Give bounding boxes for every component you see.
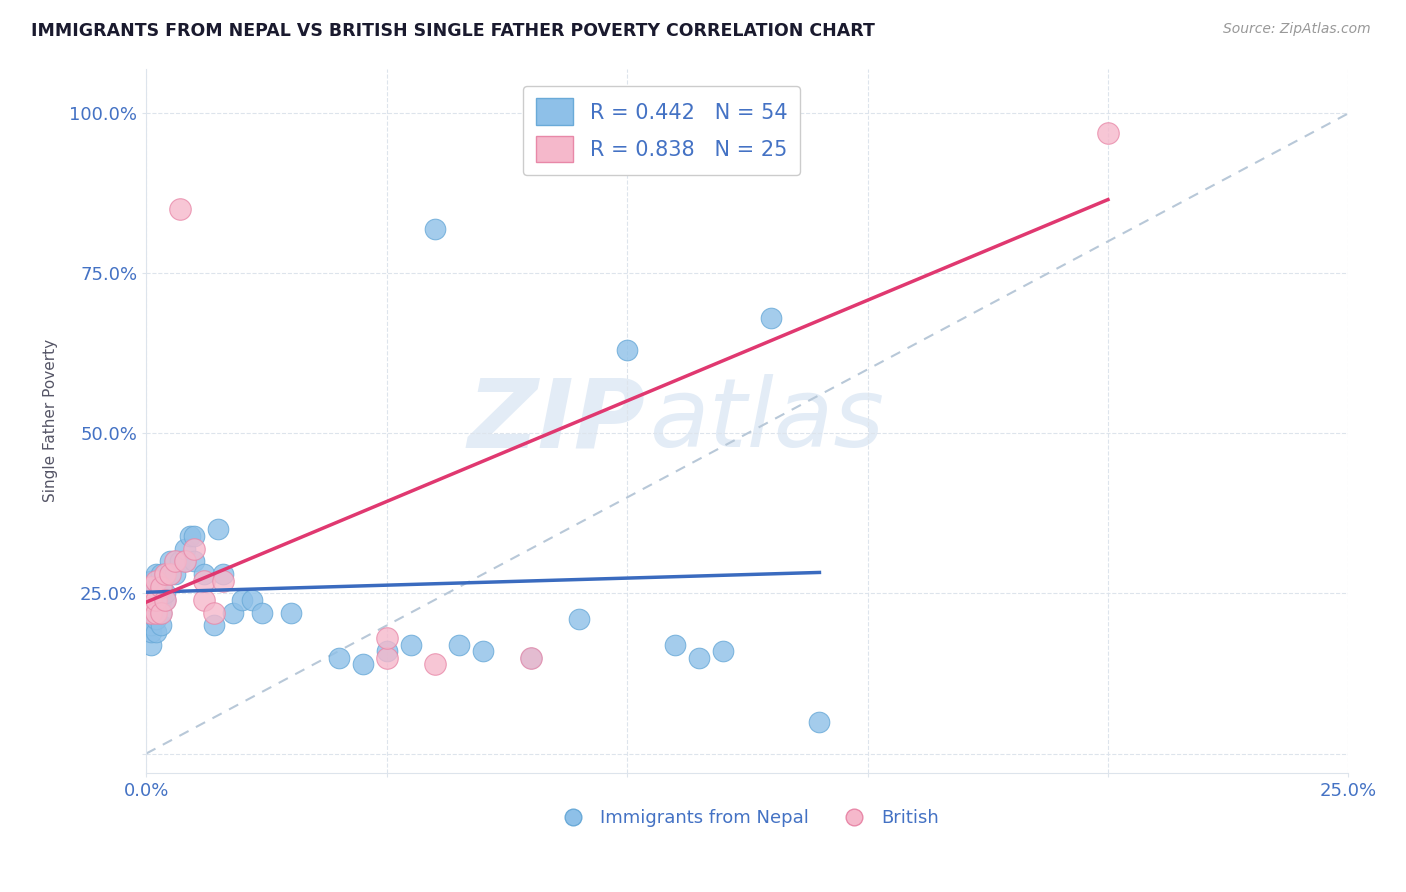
Point xyxy=(250,606,273,620)
Point xyxy=(423,657,446,671)
Point xyxy=(711,644,734,658)
Point xyxy=(520,650,543,665)
Point xyxy=(240,593,263,607)
Point xyxy=(761,126,783,140)
Point xyxy=(375,650,398,665)
Point xyxy=(145,606,167,620)
Point xyxy=(155,586,177,600)
Point xyxy=(139,580,162,594)
Point xyxy=(149,606,172,620)
Point xyxy=(375,644,398,658)
Point xyxy=(399,638,422,652)
Point xyxy=(145,580,167,594)
Point xyxy=(149,606,172,620)
Point xyxy=(145,612,167,626)
Point xyxy=(173,554,195,568)
Point xyxy=(688,650,710,665)
Point xyxy=(520,650,543,665)
Point xyxy=(202,618,225,632)
Point xyxy=(202,606,225,620)
Point xyxy=(183,541,205,556)
Point xyxy=(664,638,686,652)
Point xyxy=(139,574,162,588)
Text: atlas: atlas xyxy=(648,374,884,467)
Point xyxy=(616,343,638,358)
Point xyxy=(808,714,831,729)
Point xyxy=(165,554,187,568)
Point xyxy=(139,618,162,632)
Point xyxy=(183,529,205,543)
Point xyxy=(149,618,172,632)
Point xyxy=(212,567,235,582)
Point xyxy=(447,638,470,652)
Point xyxy=(155,567,177,582)
Point xyxy=(165,567,187,582)
Point xyxy=(159,554,181,568)
Point xyxy=(193,567,215,582)
Text: Source: ZipAtlas.com: Source: ZipAtlas.com xyxy=(1223,22,1371,37)
Point xyxy=(155,593,177,607)
Point xyxy=(375,632,398,646)
Point xyxy=(145,567,167,582)
Point xyxy=(139,593,162,607)
Point xyxy=(139,638,162,652)
Point xyxy=(165,554,187,568)
Point xyxy=(145,593,167,607)
Point xyxy=(183,554,205,568)
Point xyxy=(169,554,191,568)
Text: IMMIGRANTS FROM NEPAL VS BRITISH SINGLE FATHER POVERTY CORRELATION CHART: IMMIGRANTS FROM NEPAL VS BRITISH SINGLE … xyxy=(31,22,875,40)
Y-axis label: Single Father Poverty: Single Father Poverty xyxy=(44,339,58,502)
Point xyxy=(328,650,350,665)
Point xyxy=(139,624,162,639)
Point xyxy=(139,606,162,620)
Point xyxy=(159,567,181,582)
Point xyxy=(155,593,177,607)
Point xyxy=(149,593,172,607)
Point xyxy=(145,624,167,639)
Point xyxy=(159,567,181,582)
Point xyxy=(139,586,162,600)
Point xyxy=(212,574,235,588)
Point xyxy=(145,606,167,620)
Point xyxy=(423,221,446,235)
Point xyxy=(139,606,162,620)
Point xyxy=(145,574,167,588)
Point xyxy=(155,567,177,582)
Point xyxy=(568,612,591,626)
Point xyxy=(231,593,253,607)
Point xyxy=(149,580,172,594)
Point xyxy=(471,644,494,658)
Point xyxy=(280,606,302,620)
Point xyxy=(169,202,191,217)
Legend: Immigrants from Nepal, British: Immigrants from Nepal, British xyxy=(548,802,946,834)
Point xyxy=(179,529,201,543)
Point xyxy=(173,554,195,568)
Point xyxy=(222,606,245,620)
Point xyxy=(761,311,783,326)
Point xyxy=(1097,126,1119,140)
Point xyxy=(193,574,215,588)
Point xyxy=(149,567,172,582)
Point xyxy=(193,593,215,607)
Point xyxy=(352,657,374,671)
Point xyxy=(139,593,162,607)
Point xyxy=(207,523,229,537)
Text: ZIP: ZIP xyxy=(467,374,645,467)
Point xyxy=(149,580,172,594)
Point xyxy=(173,541,195,556)
